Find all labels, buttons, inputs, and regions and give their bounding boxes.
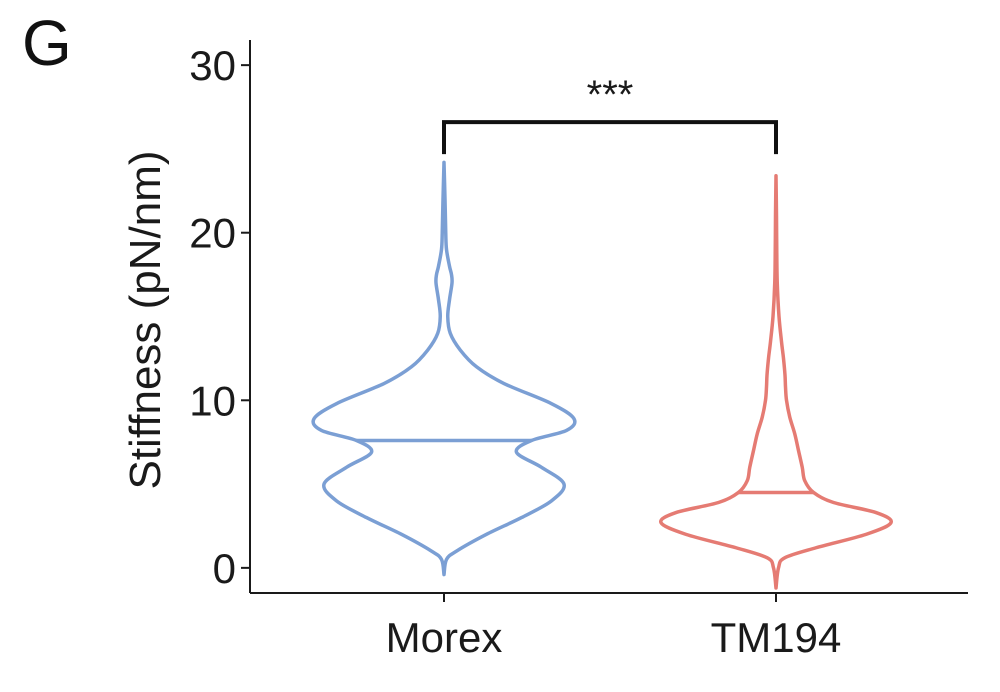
panel-letter: G [22, 7, 72, 79]
significance-label: *** [587, 73, 634, 117]
significance-bracket [442, 120, 778, 155]
violin-morex [311, 160, 577, 577]
violins [311, 160, 893, 590]
y-tick-label: 0 [213, 545, 236, 592]
axes: 0 10 20 30 Morex TM194 [189, 40, 968, 661]
x-tick-label: TM194 [711, 614, 842, 661]
x-tick-label: Morex [386, 614, 503, 661]
y-tick-label: 10 [189, 377, 236, 424]
y-tick-label: 20 [189, 210, 236, 257]
y-axis-label: Stiffness (pN/nm) [121, 150, 170, 489]
violin-tm194 [659, 173, 893, 590]
annotations: *** [442, 73, 778, 155]
y-tick-label: 30 [189, 42, 236, 89]
